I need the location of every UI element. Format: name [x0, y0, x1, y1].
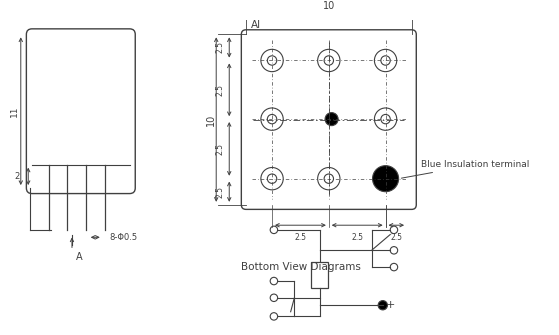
Circle shape: [261, 108, 283, 130]
Circle shape: [324, 56, 334, 65]
Text: A: A: [75, 252, 82, 262]
Text: Bottom View Diagrams: Bottom View Diagrams: [241, 262, 361, 272]
Circle shape: [324, 174, 334, 183]
Circle shape: [372, 165, 399, 192]
Circle shape: [390, 226, 397, 233]
Text: 2.5: 2.5: [216, 186, 225, 198]
Circle shape: [267, 56, 277, 65]
Text: 2.5: 2.5: [216, 143, 225, 155]
Circle shape: [390, 263, 397, 271]
Text: 10: 10: [323, 1, 335, 11]
Circle shape: [325, 113, 338, 126]
Circle shape: [378, 300, 387, 310]
Circle shape: [261, 168, 283, 190]
FancyBboxPatch shape: [26, 29, 135, 194]
Circle shape: [381, 56, 390, 65]
Text: 2.5: 2.5: [216, 84, 225, 96]
Text: Al: Al: [250, 20, 260, 30]
Circle shape: [270, 313, 278, 320]
Circle shape: [267, 174, 277, 183]
Circle shape: [318, 168, 340, 190]
Bar: [311, 262, 328, 288]
Circle shape: [390, 247, 397, 254]
Circle shape: [267, 115, 277, 124]
Text: 2.5: 2.5: [390, 232, 402, 242]
FancyBboxPatch shape: [241, 30, 416, 209]
Circle shape: [270, 226, 278, 233]
Text: 8-Φ0.5: 8-Φ0.5: [109, 233, 138, 242]
Text: 2.5: 2.5: [216, 42, 225, 54]
Text: 10: 10: [206, 114, 216, 126]
Circle shape: [270, 277, 278, 285]
Text: +: +: [386, 300, 395, 310]
Circle shape: [375, 49, 397, 72]
Circle shape: [261, 49, 283, 72]
Text: 2.5: 2.5: [295, 232, 306, 242]
Text: 2: 2: [15, 172, 20, 181]
Circle shape: [270, 294, 278, 302]
Text: Blue Insulation terminal: Blue Insulation terminal: [401, 160, 529, 178]
Circle shape: [318, 49, 340, 72]
Circle shape: [375, 108, 397, 130]
Circle shape: [381, 115, 390, 124]
Text: 2.5: 2.5: [351, 232, 363, 242]
Text: 11: 11: [10, 106, 19, 117]
